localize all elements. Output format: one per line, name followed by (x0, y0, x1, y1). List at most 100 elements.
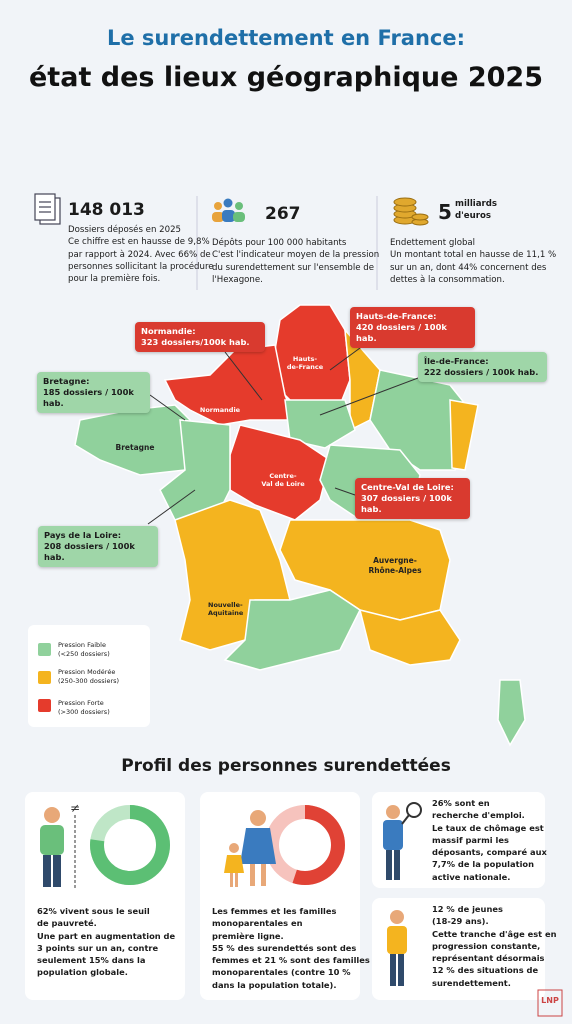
card-text: Les femmes et les familles monoparentales… (212, 905, 370, 991)
text-line: 12 % de jeunes (432, 904, 503, 914)
legend-entry: Pression Forte (>300 dossiers) (58, 699, 110, 717)
callout: Hauts-de-France: 420 dossiers / 100k hab. (350, 307, 475, 348)
text-line: Dossiers déposés en 2025 (68, 225, 182, 235)
card-text: 62% vivent sous le seuil de pauvreté. Une … (37, 905, 175, 979)
legend-label: Pression Modérée (58, 668, 116, 676)
region-label: Centre- Val de Loire (255, 472, 311, 488)
text-line: Normandie (199, 406, 241, 414)
coins-icon (393, 197, 429, 226)
text-line: 7,7% de la population (432, 859, 535, 870)
legend-range: (>300 dossiers) (58, 708, 110, 716)
legend-entry: Pression Faible (<250 dossiers) (58, 641, 110, 659)
region (358, 608, 461, 666)
text-line: déposants, comparé aux (432, 847, 547, 858)
region (74, 404, 191, 476)
legend-range: (<250 dossiers) (58, 650, 110, 658)
region (284, 399, 356, 449)
callout-text: 185 dossiers / 100k hab. (43, 387, 134, 408)
text-line: 12 % des situations de (432, 965, 539, 976)
text-line: pour la première fois. (68, 274, 161, 285)
logo-frame (537, 989, 563, 1017)
title-line-1: Le surendettement en France: (106, 26, 466, 50)
card-text: 12 % de jeunes (18-29 ans). Cette tranche … (432, 903, 557, 989)
text-line: de pauvreté. (37, 918, 97, 929)
stat-value: 148 013 (68, 200, 145, 220)
callout-title: Hauts-de-France: (356, 311, 437, 321)
region-label: Hauts-de-France (283, 355, 327, 371)
young-person-icon (387, 910, 407, 986)
donut (265, 805, 345, 885)
callout-title: Bretagne: (43, 376, 90, 386)
text-line: Rhône-Alpes (368, 566, 422, 575)
stat-value: 5 (438, 200, 452, 224)
callout: Centre-Val de Loire: 307 dossiers / 100k … (355, 478, 470, 519)
text-line: de-France (286, 363, 324, 371)
france-map (74, 304, 526, 747)
text-line: Cette tranche d'âge est en (432, 928, 557, 939)
text-line: Le taux de chômage est (432, 822, 544, 833)
region (223, 589, 361, 671)
logo: LNP (541, 996, 559, 1005)
callout-text: 222 dossiers / 100k hab. (424, 367, 539, 377)
text-line: monoparentales en (212, 918, 303, 929)
text-line: première ligne. (212, 930, 284, 941)
text-line: seulement 15% dans la (37, 955, 146, 966)
text-line: 55 % des surendettés sont des (212, 942, 357, 953)
legend-swatch (38, 671, 51, 684)
legend-label: Pression Faible (58, 641, 106, 649)
text-line: Centre- (269, 472, 297, 480)
text-line: Aquitaine (208, 609, 244, 617)
card (25, 792, 185, 1000)
text-line: d'euros (455, 211, 491, 222)
text-line: l'Hexagone. (212, 274, 263, 285)
text-line: Hauts- (292, 355, 318, 363)
callout-title: Pays de la Loire: (44, 530, 122, 540)
people-icon (212, 198, 245, 222)
job-seeker-icon (383, 802, 422, 880)
text-line: Nouvelle- (208, 601, 243, 609)
region (344, 327, 381, 432)
text-line: 3 points sur un an, contre (37, 942, 159, 953)
legend-entry: Pression Modérée (250-300 dossiers) (58, 668, 119, 686)
text-line: du surendettement sur l'ensemble de (212, 262, 375, 273)
text-line: femmes et 21 % sont des familles (212, 955, 370, 966)
text-line: population globale. (37, 967, 128, 978)
callout: Pays de la Loire: 208 dossiers / 100k hab… (38, 526, 158, 567)
text-line: sur un an, dont 44% concernent des (390, 262, 547, 273)
region (369, 369, 471, 471)
callout-text: 208 dossiers / 100k hab. (44, 541, 135, 562)
stat-text: Dossiers déposés en 2025 Ce chiffre est e… (68, 224, 214, 285)
family-icon (224, 810, 276, 887)
text-line: milliards (455, 199, 498, 209)
text-line: surendettement. (432, 977, 511, 988)
person-icon: ≠ (40, 801, 80, 890)
text-line: dettes à la consommation. (390, 274, 505, 285)
donut (90, 805, 170, 885)
legend-swatch (38, 643, 51, 656)
stat-text: Dépôts pour 100 000 habitants C'est l'ind… (212, 237, 379, 286)
text-line: 62% vivent sous le seuil (37, 906, 150, 916)
text-line: massif parmi les (432, 834, 509, 845)
text-line: Auvergne- (373, 556, 417, 565)
stat-text: Endettement global Un montant total en ha… (390, 237, 556, 286)
card-text: 26% sont en recherche d'emploi. Le taux de… (432, 797, 547, 883)
region-label: Normandie (195, 406, 245, 414)
text-line: Endettement global (390, 238, 476, 248)
callout-title: Normandie: (141, 326, 196, 336)
text-line: Bretagne (115, 443, 155, 452)
text-line: active nationale. (432, 871, 511, 882)
text-line: Les femmes et les familles (212, 906, 337, 916)
text-line: dans la population totale). (212, 979, 337, 990)
callout-text: 323 dossiers/100k hab. (141, 337, 250, 347)
region-label: Bretagne (110, 444, 160, 452)
text-line: par rapport à 2024. Avec 66% de (68, 249, 211, 260)
text-line: Val de Loire (261, 480, 305, 488)
text-line: Un montant total en hausse de 11,1 % (390, 250, 557, 261)
card (200, 792, 360, 1000)
stat-unit: milliards d'euros (455, 198, 497, 223)
callout-title: Centre-Val de Loire: (361, 482, 454, 492)
text-line: monoparentales (contre 10 % (212, 967, 351, 978)
text-line: Ce chiffre est en hausse de 9,8% (68, 237, 210, 248)
region-label: Nouvelle- Aquitaine (208, 601, 258, 617)
